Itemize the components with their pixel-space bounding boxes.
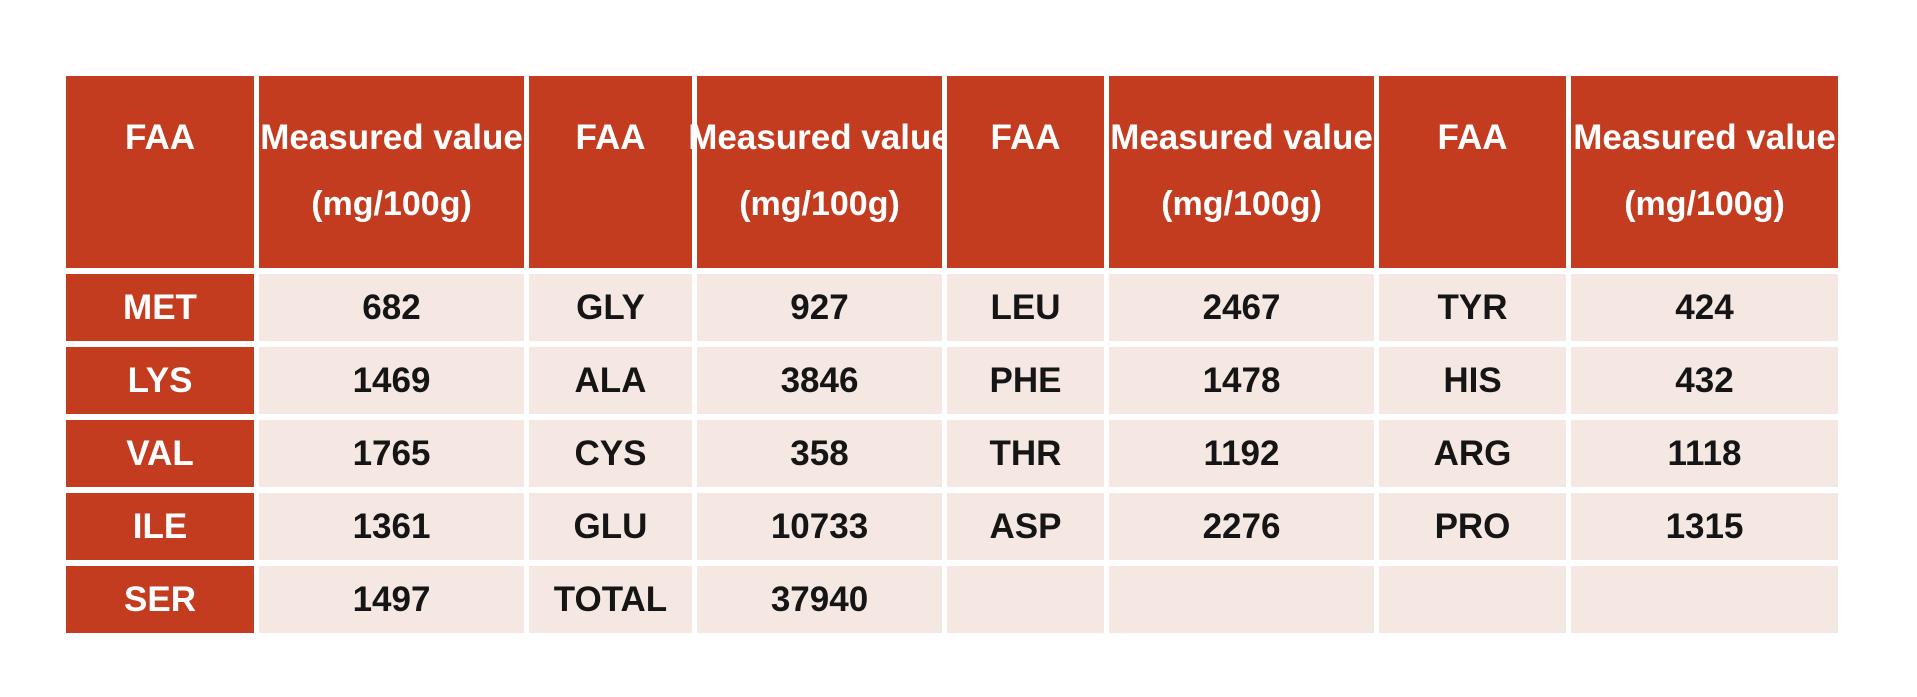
unit-label: (mg/100g) <box>739 185 900 223</box>
faa-header-label: FAA <box>990 118 1061 157</box>
measured-value-cell: 1765 <box>259 420 524 487</box>
faa-header-label: FAA <box>125 118 195 157</box>
measured-value-cell: 2467 <box>1109 274 1374 341</box>
measured-value-header-label: Measured value (mg/100g) <box>688 118 951 223</box>
faa-name-cell: PRO <box>1379 493 1566 560</box>
faa-header-label: FAA <box>575 118 646 157</box>
faa-measurements-table: FAA Measured value (mg/100g) FAA Measured va… <box>66 76 1838 633</box>
measured-value-cell: 424 <box>1571 274 1838 341</box>
faa-name-cell: ALA <box>529 347 692 414</box>
row-label-cell: ILE <box>66 493 254 560</box>
row-label-cell: LYS <box>66 347 254 414</box>
header-cell-faa: FAA <box>66 76 254 268</box>
empty-cell <box>947 566 1104 633</box>
measured-value-cell: 682 <box>259 274 524 341</box>
measured-value-cell: 927 <box>697 274 942 341</box>
faa-name-cell: THR <box>947 420 1104 487</box>
header-cell-measured-value: Measured value (mg/100g) <box>259 76 524 268</box>
faa-name-cell: CYS <box>529 420 692 487</box>
measured-value-cell: 432 <box>1571 347 1838 414</box>
empty-cell <box>1109 566 1374 633</box>
faa-name-cell: LEU <box>947 274 1104 341</box>
header-cell-measured-value: Measured value (mg/100g) <box>1109 76 1374 268</box>
unit-label: (mg/100g) <box>1161 185 1322 223</box>
faa-name-cell: TYR <box>1379 274 1566 341</box>
faa-name-cell: GLU <box>529 493 692 560</box>
faa-name-cell: PHE <box>947 347 1104 414</box>
unit-label: (mg/100g) <box>1624 185 1785 223</box>
row-label-cell: SER <box>66 566 254 633</box>
measured-value-cell: 1118 <box>1571 420 1838 487</box>
measured-value-cell: 1478 <box>1109 347 1374 414</box>
header-cell-faa: FAA <box>529 76 692 268</box>
empty-cell <box>1571 566 1838 633</box>
header-cell-measured-value: Measured value (mg/100g) <box>1571 76 1838 268</box>
measured-value-cell: 1315 <box>1571 493 1838 560</box>
header-cell-faa: FAA <box>947 76 1104 268</box>
faa-name-cell: GLY <box>529 274 692 341</box>
measured-value-header-label: Measured value (mg/100g) <box>260 118 523 223</box>
measured-value-header-label: Measured value (mg/100g) <box>1110 118 1373 223</box>
measured-value-cell: 10733 <box>697 493 942 560</box>
row-label-cell: VAL <box>66 420 254 487</box>
faa-name-cell: TOTAL <box>529 566 692 633</box>
measured-value-cell: 358 <box>697 420 942 487</box>
unit-label: (mg/100g) <box>311 185 472 223</box>
measured-value-cell: 1469 <box>259 347 524 414</box>
measured-value-cell: 1361 <box>259 493 524 560</box>
measured-value-cell: 1497 <box>259 566 524 633</box>
measured-value-header-label: Measured value (mg/100g) <box>1573 118 1836 223</box>
faa-header-label: FAA <box>1437 118 1508 157</box>
header-cell-measured-value: Measured value (mg/100g) <box>688 76 951 268</box>
empty-cell <box>1379 566 1566 633</box>
row-label-cell: MET <box>66 274 254 341</box>
measured-value-cell: 1192 <box>1109 420 1374 487</box>
header-cell-faa: FAA <box>1379 76 1566 268</box>
faa-name-cell: HIS <box>1379 347 1566 414</box>
measured-value-cell: 3846 <box>697 347 942 414</box>
measured-value-cell: 37940 <box>697 566 942 633</box>
faa-name-cell: ARG <box>1379 420 1566 487</box>
measured-value-cell: 2276 <box>1109 493 1374 560</box>
faa-name-cell: ASP <box>947 493 1104 560</box>
